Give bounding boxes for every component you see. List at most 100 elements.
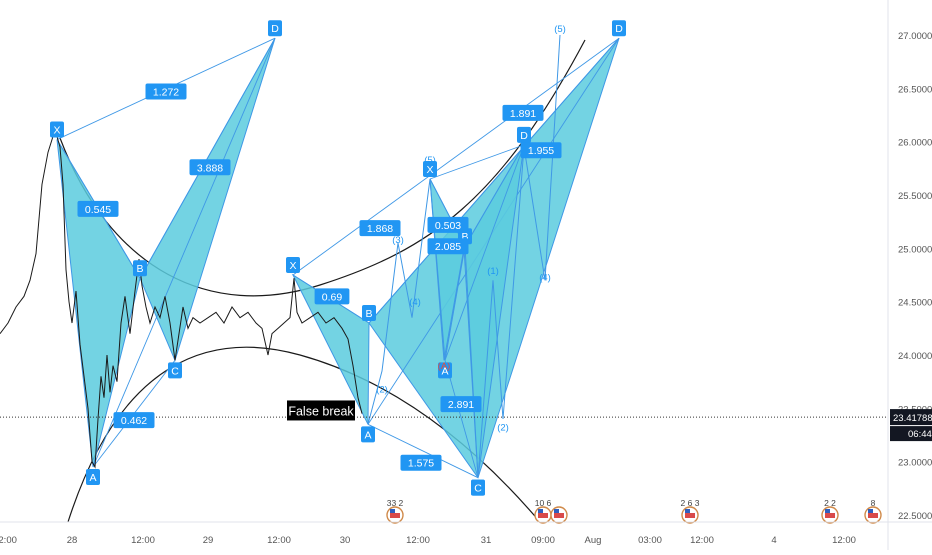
event-marker [550, 506, 568, 524]
current-price-tag: 23.41788 [890, 409, 932, 426]
price-axis: 22.5000023.0000023.5000024.0000024.50000… [887, 0, 932, 550]
flag-canton [868, 509, 873, 513]
event-marker: 10 6 [534, 498, 552, 524]
ratio-label: 1.955 [520, 142, 562, 159]
ratio-label: 0.503 [427, 216, 469, 233]
ratio-label: 0.69 [314, 288, 350, 305]
ratio-label-text: 1.891 [510, 108, 536, 120]
ratio-label-text: 2.891 [448, 399, 474, 411]
pattern-1 [56, 37, 276, 468]
ratio-label-bg [113, 412, 155, 429]
flag-canton [538, 509, 543, 513]
price-tick-label: 22.50000 [898, 511, 932, 522]
point-label-c-text: C [474, 483, 482, 495]
flag-canton [825, 509, 830, 513]
flag-stripe [685, 513, 695, 518]
flag-stripe [554, 513, 564, 518]
current-price-text: 23.41788 [893, 413, 932, 424]
point-label-d-text: D [271, 23, 279, 35]
point-label-b-bg [133, 260, 147, 277]
pattern-labels: X A B C D 0.545 0.462 3.888 1.272 X A B C D 0.69 1.575 1… [50, 20, 626, 496]
pattern-2-guide [368, 37, 620, 324]
price-tick-label: 24.00000 [898, 351, 932, 362]
pattern-3-guide [464, 144, 525, 247]
price-line [0, 132, 363, 469]
ratio-label-text: 0.462 [121, 415, 147, 427]
event-count: 10 6 [535, 498, 552, 508]
time-tick-label: 03:00 [638, 535, 662, 546]
ratio-label: 1.575 [400, 454, 442, 471]
ratio-label: 2.085 [427, 238, 469, 255]
point-label-b-text: B [365, 308, 372, 320]
price-tick-label: 25.50000 [898, 191, 932, 202]
ratio-label-bg [502, 104, 544, 121]
pattern-2-guide [367, 423, 479, 479]
event-count: 2 6 3 [681, 498, 700, 508]
point-label-b-text: B [461, 231, 468, 243]
ratio-label-bg [427, 216, 469, 233]
event-count: 33 2 [387, 498, 404, 508]
wave-label: (4) [409, 297, 421, 308]
wave-label: (5) [554, 24, 566, 35]
point-label-x: X [50, 121, 64, 138]
point-label-b: B [133, 260, 147, 277]
point-label-x-bg [423, 161, 437, 177]
ratio-label-text: 1.575 [408, 458, 434, 470]
point-label-a: A [86, 469, 100, 485]
event-count: 8 [871, 498, 876, 508]
upper-arc [59, 39, 586, 297]
countdown-tag: 06:44 [890, 426, 932, 442]
point-label-a: A [438, 362, 452, 379]
wave-labels: (5) (3) (4) (2) (A) (1) (2) (4) (5) False break [287, 24, 566, 434]
point-label-d: D [268, 20, 282, 37]
time-tick-label: Aug [585, 535, 602, 546]
wave-label: (1) [487, 266, 499, 277]
time-tick-label: 12:00 [0, 535, 17, 546]
point-label-a-text: A [364, 429, 371, 441]
ratio-label-bg [314, 288, 350, 305]
time-axis: 12:00 28 12:00 29 12:00 30 12:00 31 09:00 Aug 03:0… [0, 521, 932, 546]
price-tick-label: 25.00000 [898, 244, 932, 255]
point-label-b: B [362, 305, 376, 321]
ratio-label-text: 0.503 [435, 220, 461, 232]
time-tick-label: 12:00 [690, 535, 714, 546]
price-tick-label: 27.00000 [898, 31, 932, 42]
ratio-label: 2.891 [440, 396, 482, 413]
ratio-label-bg [359, 220, 401, 237]
point-label-c: C [168, 362, 182, 379]
pattern-1-guide [139, 37, 276, 279]
ratio-label-bg [440, 396, 482, 413]
event-count: 2 2 [824, 498, 836, 508]
point-label-b-text: B [136, 263, 143, 275]
point-label-d-text: D [520, 130, 528, 142]
point-label-d-bg [517, 126, 531, 143]
ratio-label: 0.462 [113, 412, 155, 429]
point-label-b-bg [362, 305, 376, 321]
ratio-label-text: 3.888 [197, 162, 223, 174]
flag-stripe [538, 513, 548, 518]
flag-stripe [868, 513, 878, 518]
point-label-x-bg [50, 121, 64, 138]
point-label-c: C [471, 479, 485, 496]
time-tick-label: 28 [67, 535, 78, 546]
point-label-d-bg [268, 20, 282, 37]
ratio-label: 1.272 [145, 83, 187, 100]
point-label-a-bg [86, 469, 100, 485]
event-marker: 8 [864, 498, 882, 524]
point-label-d-bg [612, 20, 626, 37]
ratio-label-bg [77, 200, 119, 217]
point-label-x-text: X [53, 125, 60, 137]
flag-canton [685, 509, 690, 513]
pattern-3-guide [444, 360, 479, 478]
time-tick-label: 09:00 [531, 535, 555, 546]
time-tick-label: 30 [340, 535, 351, 546]
ratio-label: 3.888 [189, 159, 231, 176]
event-marker: 33 2 [386, 498, 404, 524]
flag-stripe [825, 513, 835, 518]
point-label-x: X [286, 257, 300, 273]
point-label-x-text: X [289, 260, 296, 272]
wave-label: (4) [539, 272, 551, 283]
price-tick-label: 26.50000 [898, 84, 932, 95]
